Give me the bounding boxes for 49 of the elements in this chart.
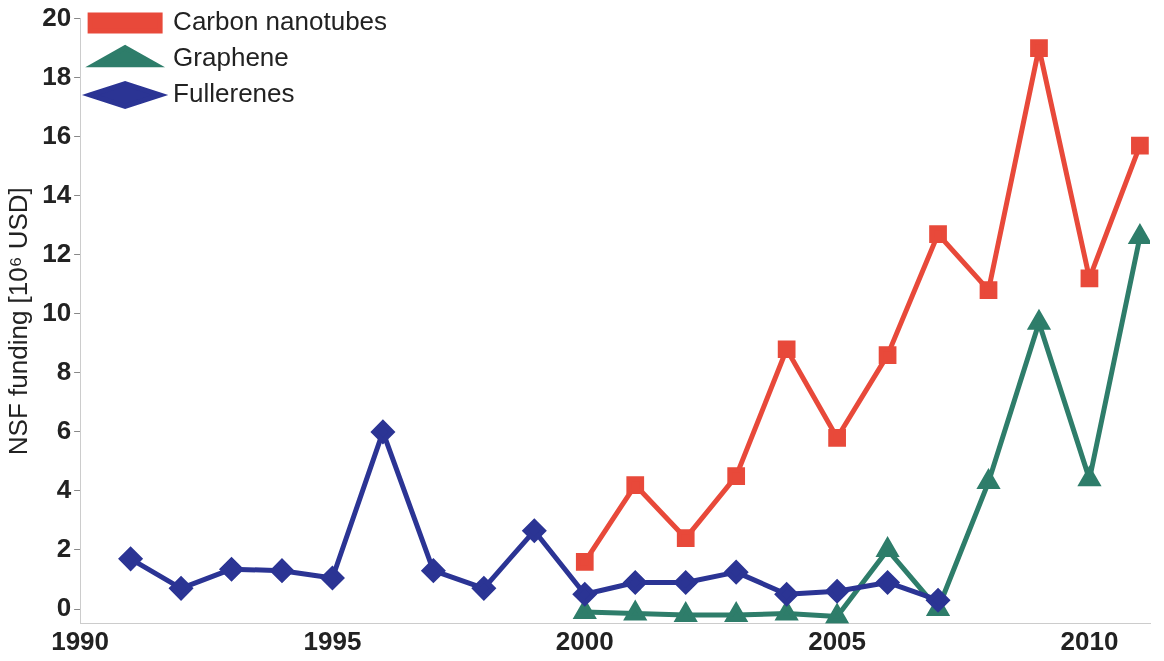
y-tick-label: 0 xyxy=(56,592,72,623)
y-tick-label: 6 xyxy=(56,415,72,446)
point xyxy=(929,225,947,243)
point xyxy=(320,566,344,590)
point xyxy=(220,557,244,581)
point xyxy=(371,420,395,444)
point xyxy=(724,560,748,584)
point xyxy=(825,579,849,603)
y-tick-label: 10 xyxy=(42,296,72,327)
point xyxy=(1131,136,1149,155)
y-tick-label: 2 xyxy=(56,533,72,564)
point xyxy=(575,552,594,571)
point xyxy=(979,281,998,300)
y-tick-label: 4 xyxy=(56,474,72,505)
point xyxy=(522,519,546,543)
point xyxy=(472,576,496,600)
legend-label: Graphene xyxy=(173,42,289,73)
point xyxy=(626,476,645,494)
legend-label: Fullerenes xyxy=(173,78,295,109)
x-tick-label: 1990 xyxy=(51,625,110,656)
point xyxy=(623,570,647,594)
point xyxy=(876,570,900,594)
x-tick-label: 2005 xyxy=(808,625,867,656)
x-tick-label: 2010 xyxy=(1060,625,1119,656)
point xyxy=(926,588,950,612)
x-tick-label: 1995 xyxy=(303,625,362,656)
y-tick-label: 20 xyxy=(42,1,72,32)
point xyxy=(676,529,695,548)
point xyxy=(1030,39,1048,57)
point xyxy=(674,570,698,594)
y-axis-title: NSF funding [10⁶ USD] xyxy=(2,187,33,456)
point xyxy=(878,346,897,365)
point xyxy=(270,559,294,583)
point xyxy=(777,340,796,359)
point xyxy=(1080,269,1099,288)
point xyxy=(573,582,597,606)
point xyxy=(169,576,193,600)
y-tick-label: 8 xyxy=(56,356,72,387)
legend-label: Carbon nanotubes xyxy=(173,6,388,37)
y-tick-label: 18 xyxy=(42,60,72,91)
point xyxy=(828,428,846,447)
point xyxy=(775,582,799,606)
point xyxy=(119,547,143,571)
y-tick-label: 14 xyxy=(42,178,72,209)
point xyxy=(421,559,445,583)
y-tick-label: 12 xyxy=(42,237,72,268)
point xyxy=(727,467,746,486)
x-tick-label: 2000 xyxy=(555,625,614,656)
y-tick-label: 16 xyxy=(42,119,72,150)
